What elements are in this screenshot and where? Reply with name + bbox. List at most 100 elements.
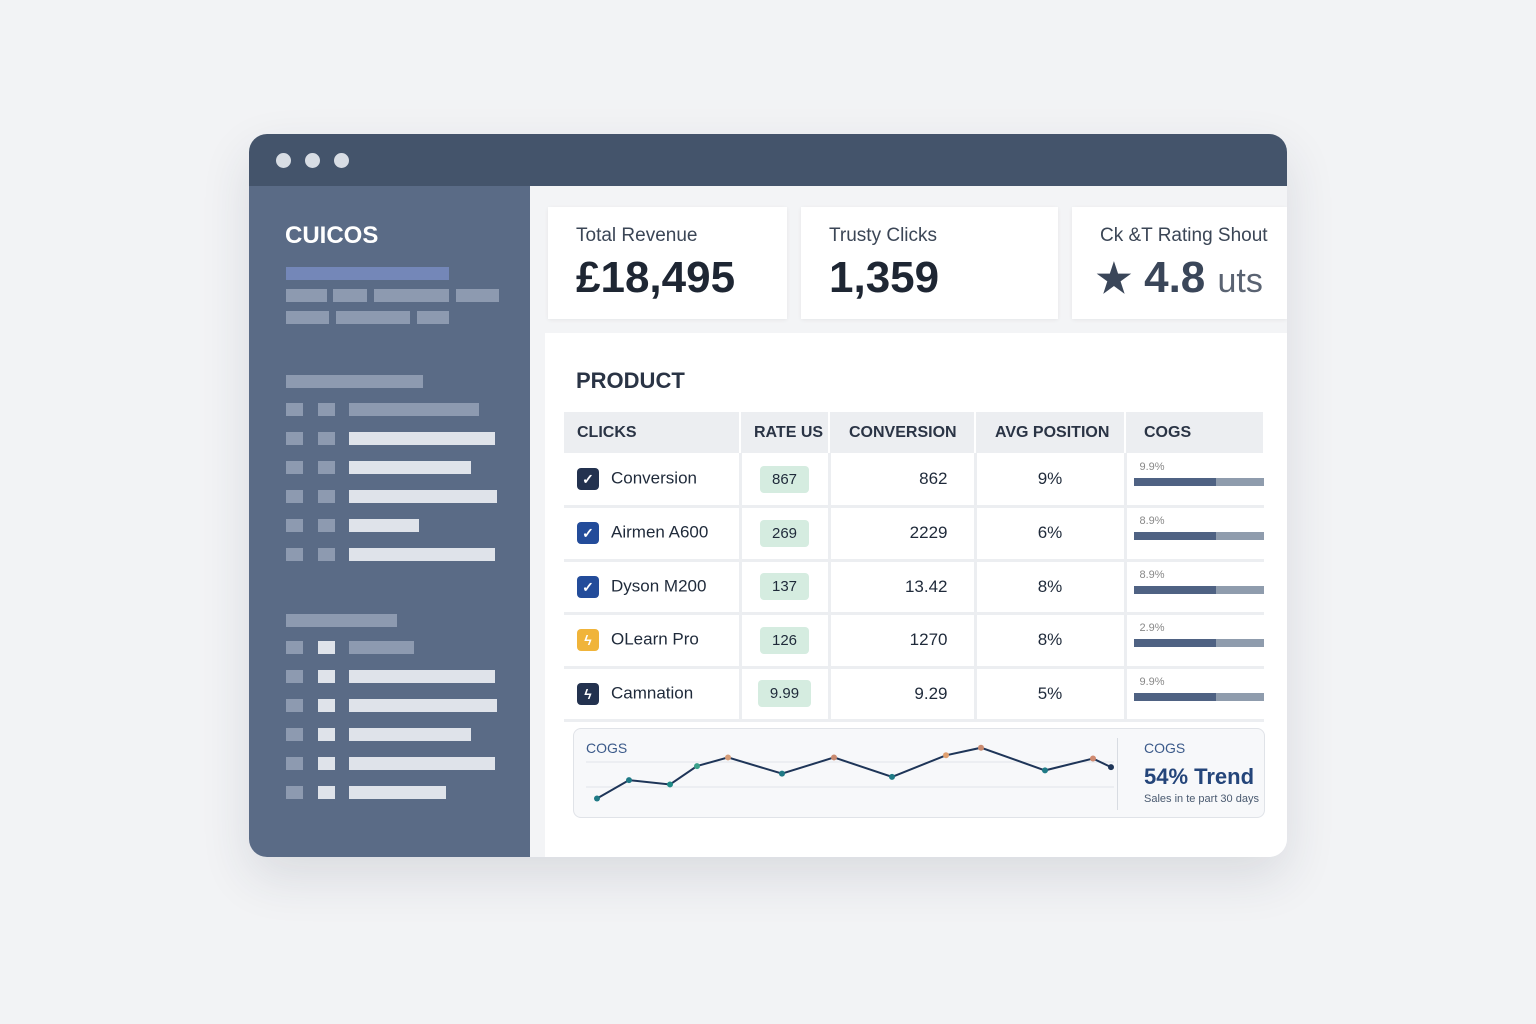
window-close-button[interactable]: [276, 153, 291, 168]
sidebar-item-icon[interactable]: [286, 786, 303, 799]
product-cell: ✓ Dyson M200: [564, 560, 742, 615]
rate-badge: 126: [759, 626, 810, 654]
sidebar-placeholder: [374, 289, 449, 302]
trend-point: [725, 754, 731, 761]
star-icon: ★: [1096, 257, 1132, 301]
sidebar-placeholder: [417, 311, 449, 324]
trend-point: [694, 763, 700, 770]
cogs-cell: 8.9%: [1125, 506, 1264, 562]
column-header[interactable]: CONVERSION: [829, 412, 976, 453]
sidebar-item-icon[interactable]: [286, 461, 303, 474]
avg-position-cell: 5%: [975, 667, 1127, 722]
sidebar-item-icon[interactable]: [286, 548, 303, 561]
check-icon[interactable]: ✓: [577, 468, 599, 490]
rate-badge: 137: [759, 573, 810, 601]
sidebar-item[interactable]: [349, 519, 419, 532]
table-row[interactable]: ✓ Conversion 867 862 9% 9.9%: [564, 453, 1264, 508]
bolt-icon[interactable]: ϟ: [577, 629, 599, 652]
table-row[interactable]: ✓ Dyson M200 137 13.42 8% 8.9%: [564, 560, 1264, 615]
sidebar-item[interactable]: [349, 490, 497, 503]
sidebar-item-icon[interactable]: [318, 757, 335, 770]
window-maximize-button[interactable]: [334, 153, 349, 168]
sidebar-item-icon[interactable]: [318, 699, 335, 712]
sidebar-item-icon[interactable]: [318, 641, 335, 654]
sidebar-item-icon[interactable]: [318, 432, 335, 445]
sidebar-item-icon[interactable]: [286, 490, 303, 503]
trend-point: [626, 777, 632, 784]
sidebar-placeholder: [456, 289, 499, 302]
sidebar-item[interactable]: [349, 641, 414, 654]
sidebar-item-icon[interactable]: [318, 519, 335, 532]
cogs-cell: 9.9%: [1125, 667, 1264, 722]
trend-caption: Sales in te part 30 days: [1144, 793, 1259, 805]
cogs-bar: [1133, 532, 1264, 541]
sidebar-item-icon[interactable]: [318, 490, 335, 503]
rate-badge: 9.99: [757, 680, 812, 708]
kpi-label: Ck &T Rating Shout: [1100, 225, 1268, 246]
app-window: CUICOS: [249, 134, 1287, 857]
sidebar-item-icon[interactable]: [286, 699, 303, 712]
trend-point: [667, 781, 673, 788]
table-row[interactable]: ϟ Camnation 9.99 9.29 5% 9.9%: [564, 667, 1264, 722]
avg-position-cell: 8%: [975, 613, 1127, 669]
sidebar-item[interactable]: [349, 699, 497, 712]
conversion-cell: 13.42: [829, 560, 977, 615]
bolt-icon[interactable]: ϟ: [577, 682, 599, 705]
product-table: CLICKS RATE US CONVERSION AVG POSITION C…: [564, 412, 1265, 722]
sidebar-item[interactable]: [349, 461, 471, 474]
sidebar-item-icon[interactable]: [286, 519, 303, 532]
column-header[interactable]: COGS: [1125, 412, 1265, 453]
kpi-value-wrap: ★ 4.8 uts: [1096, 253, 1263, 303]
sidebar-item-icon[interactable]: [318, 461, 335, 474]
sidebar-item[interactable]: [349, 728, 471, 741]
sidebar-item[interactable]: [349, 403, 479, 416]
sidebar-item-icon[interactable]: [286, 432, 303, 445]
check-icon[interactable]: ✓: [577, 522, 599, 545]
sidebar-item-icon[interactable]: [318, 786, 335, 799]
sidebar-item[interactable]: [349, 548, 495, 561]
column-header[interactable]: RATE US: [740, 412, 830, 453]
table-row[interactable]: ✓ Airmen A600 269 2229 6% 8.9%: [564, 506, 1264, 562]
sidebar-item[interactable]: [349, 432, 495, 445]
divider: [1117, 738, 1118, 810]
table-row[interactable]: ϟ OLearn Pro 126 1270 8% 2.9%: [564, 613, 1264, 669]
kpi-unit: uts: [1217, 262, 1263, 300]
kpi-card-revenue: Total Revenue £18,495: [548, 207, 787, 319]
trend-line: [596, 746, 1112, 800]
sidebar-item-icon[interactable]: [286, 728, 303, 741]
column-header[interactable]: AVG POSITION: [975, 412, 1126, 453]
product-name: Conversion: [611, 468, 697, 488]
sidebar-item[interactable]: [349, 670, 495, 683]
sidebar-item-icon[interactable]: [286, 670, 303, 683]
sidebar-placeholder: [336, 311, 410, 324]
cogs-bar-fill: [1133, 692, 1216, 701]
cogs-bar-fill: [1133, 478, 1216, 486]
sidebar-item-icon[interactable]: [286, 403, 303, 416]
sidebar-item-icon[interactable]: [286, 757, 303, 770]
sidebar-item-icon[interactable]: [318, 670, 335, 683]
rate-cell: 137: [740, 560, 831, 615]
product-cell: ϟ OLearn Pro: [564, 613, 742, 669]
cogs-bar-fill: [1133, 585, 1216, 594]
avg-position-cell: 8%: [975, 560, 1127, 615]
conversion-cell: 1270: [829, 613, 977, 669]
sidebar-item-icon[interactable]: [318, 548, 335, 561]
sidebar-section-heading: [286, 614, 397, 627]
rate-cell: 9.99: [740, 667, 831, 722]
sidebar-item-icon[interactable]: [318, 728, 335, 741]
check-icon[interactable]: ✓: [577, 575, 599, 598]
sidebar-item[interactable]: [349, 786, 446, 799]
trend-point: [779, 770, 785, 777]
panel-title: PRODUCT: [576, 368, 685, 393]
kpi-card-clicks: Trusty Clicks 1,359: [801, 207, 1058, 319]
column-header[interactable]: CLICKS: [564, 412, 741, 453]
trend-label: COGS: [586, 740, 628, 756]
sidebar-item-icon[interactable]: [286, 641, 303, 654]
rate-badge: 269: [759, 519, 810, 547]
trend-point: [889, 773, 895, 780]
sidebar-item-icon[interactable]: [318, 403, 335, 416]
sidebar-item[interactable]: [349, 757, 495, 770]
window-minimize-button[interactable]: [305, 153, 320, 168]
trend-point: [978, 744, 984, 751]
kpi-card-rating: Ck &T Rating Shout ★ 4.8 uts: [1072, 207, 1287, 319]
